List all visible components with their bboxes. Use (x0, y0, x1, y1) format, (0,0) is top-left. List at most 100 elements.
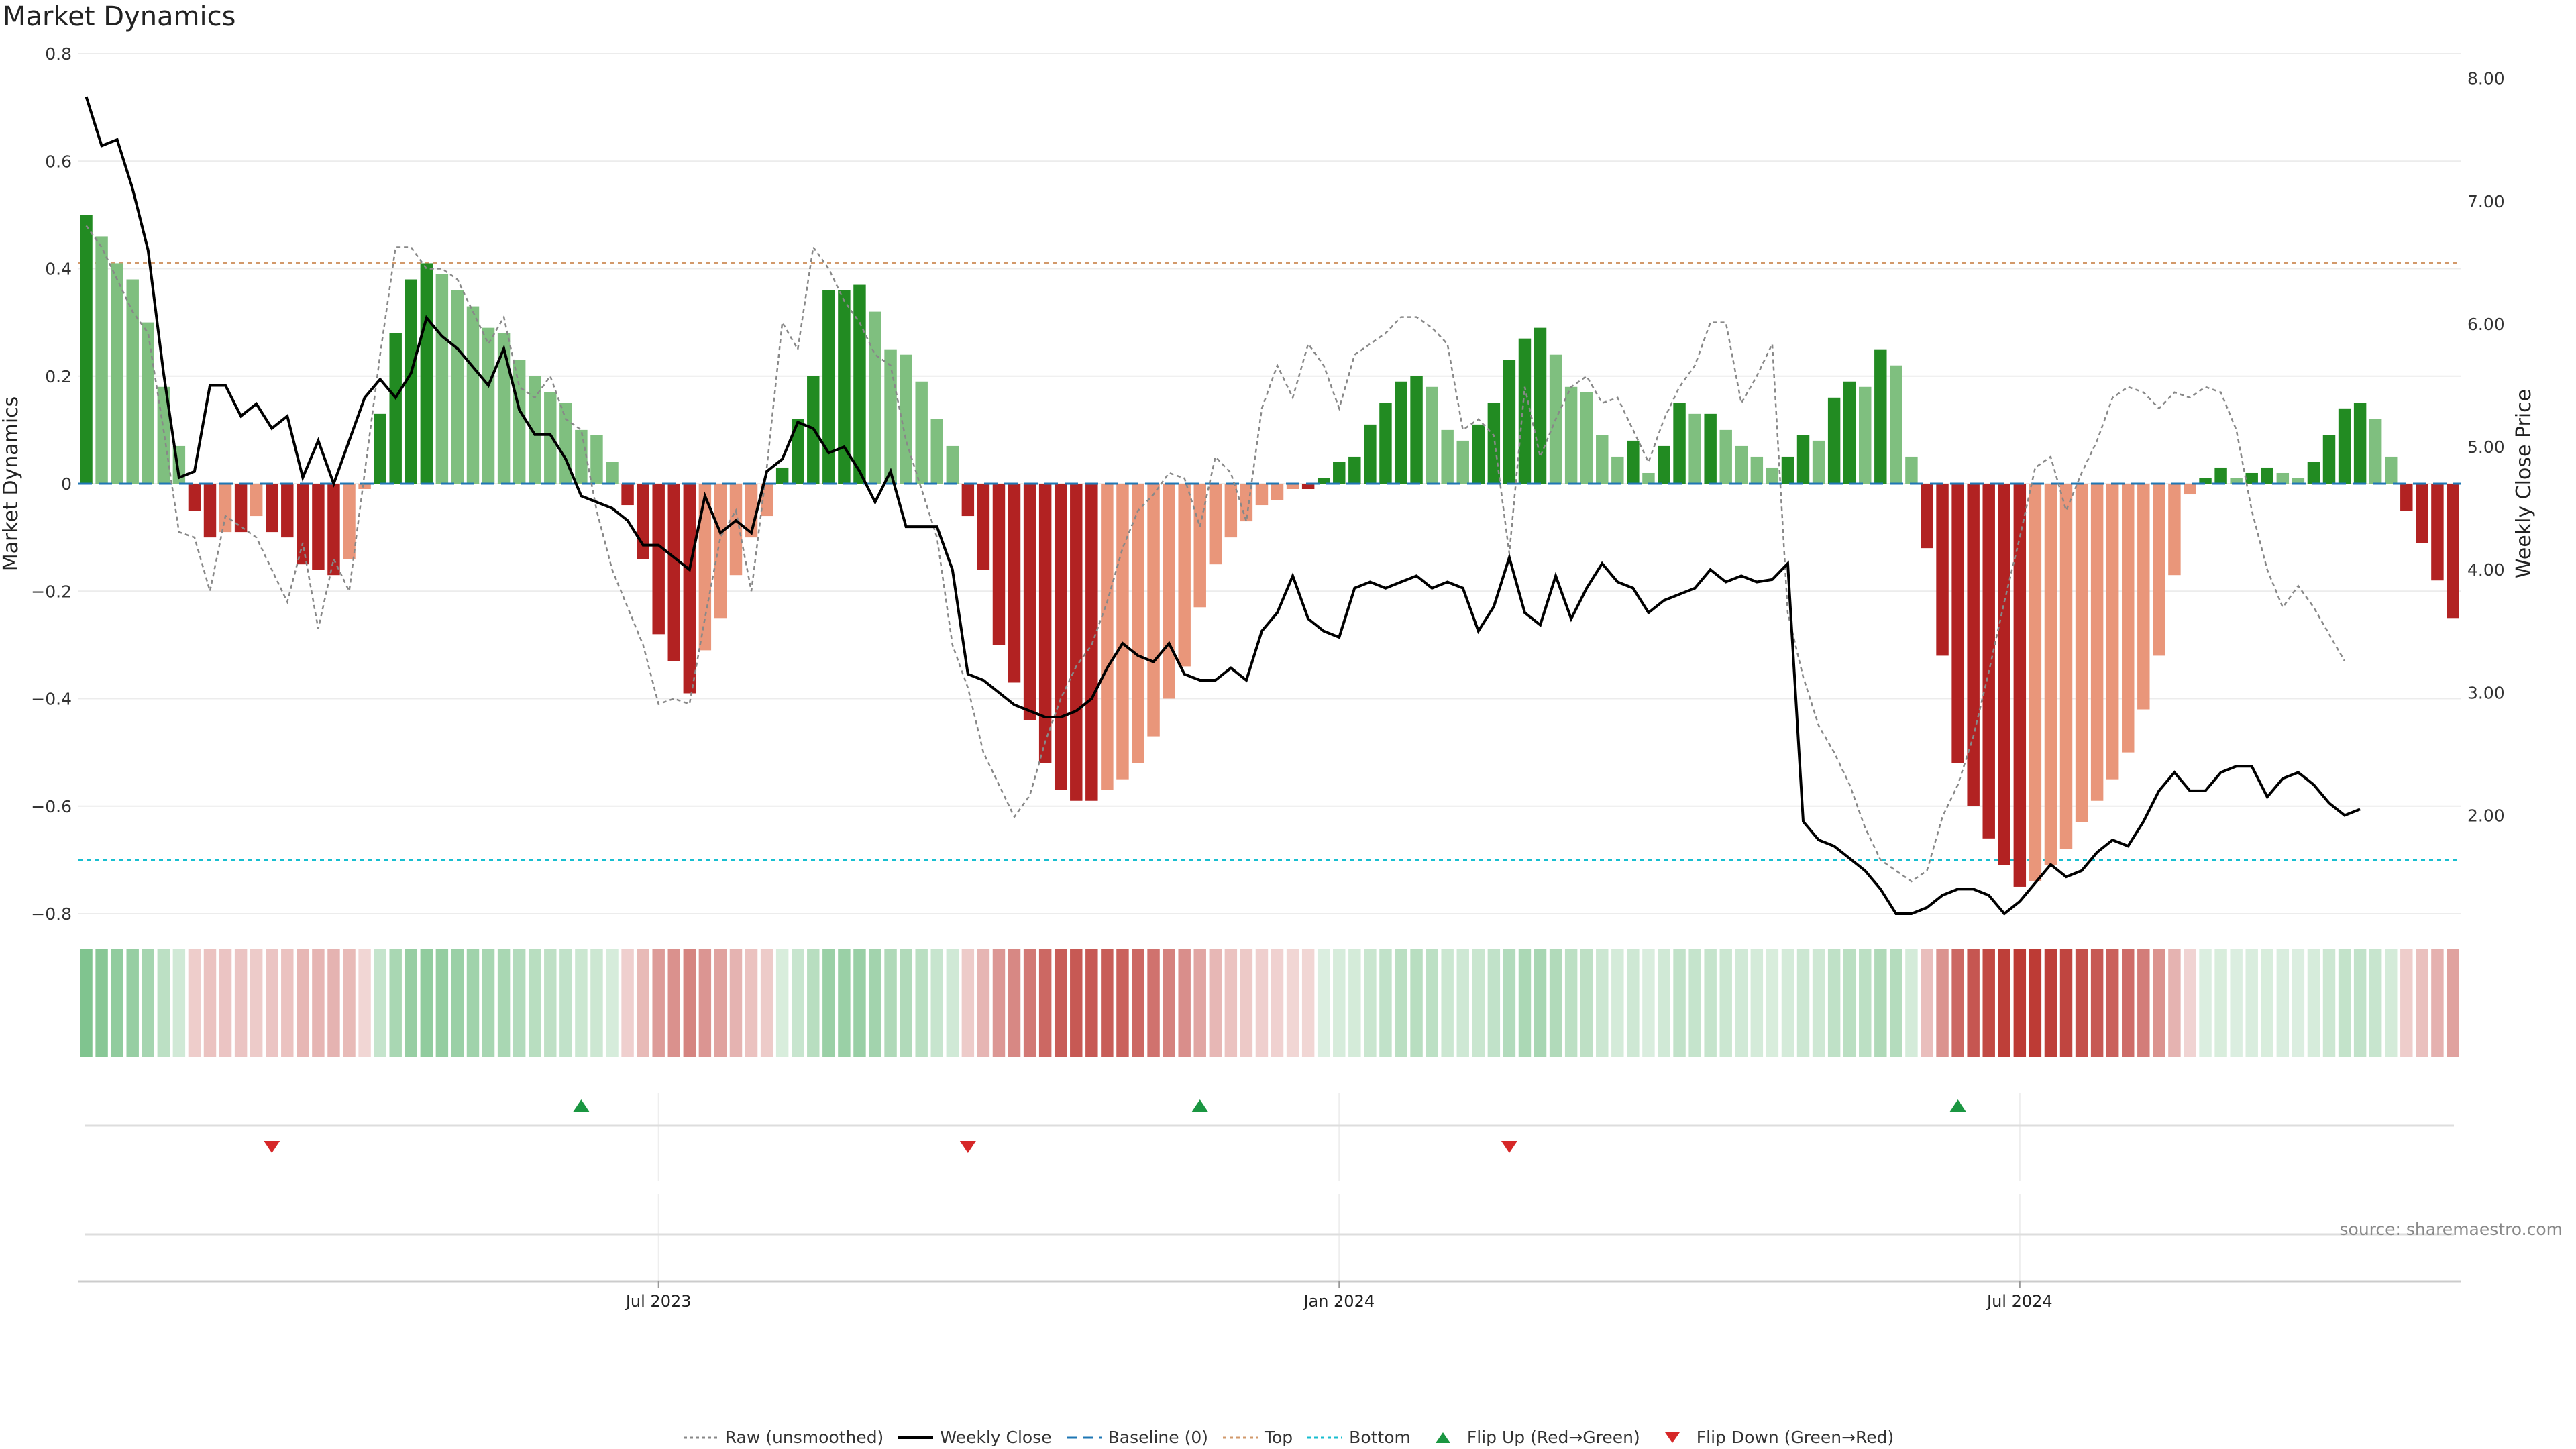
dynamics-bar (2245, 472, 2258, 484)
dynamics-bar (992, 484, 1006, 645)
legend-item: Top (1222, 1428, 1293, 1447)
heat-strip-cell (297, 949, 309, 1057)
dynamics-bar (946, 445, 959, 484)
heat-strip-cell (1611, 949, 1624, 1057)
heat-strip-cell (2322, 949, 2336, 1057)
dynamics-bar (451, 290, 464, 484)
dynamics-bar (1364, 424, 1377, 484)
dynamics-bar (900, 354, 912, 484)
heat-strip-cell (2013, 949, 2027, 1057)
heat-strip-cell (1348, 949, 1361, 1057)
heat-strip-cell (1070, 949, 1083, 1057)
dynamics-bar (405, 279, 417, 484)
heat-strip-cell (1395, 949, 1407, 1057)
dynamics-bar (1224, 484, 1238, 538)
heat-strip-cell (1410, 949, 1423, 1057)
legend-item: Raw (unsmoothed) (682, 1428, 883, 1447)
y-tick-label: 0.8 (45, 44, 72, 64)
dynamics-bar (930, 419, 943, 484)
dynamics-bar (234, 484, 248, 533)
heat-strip-cell (1255, 949, 1269, 1057)
heat-strip-cell (1333, 949, 1346, 1057)
dynamics-bar (2292, 478, 2305, 484)
dynamics-bar (435, 274, 449, 484)
flip-up-marker (573, 1099, 590, 1112)
dynamics-bar (1426, 386, 1438, 484)
dynamics-bar (1255, 484, 1269, 506)
dynamics-bar (2137, 484, 2150, 710)
dynamics-bar (1116, 484, 1129, 780)
flip-up-marker (1949, 1099, 1966, 1112)
y2-tick-label: 7.00 (2467, 192, 2505, 211)
heat-strip-cell (2153, 949, 2165, 1057)
heat-strip-cell (575, 949, 588, 1057)
heat-strip-cell (2400, 949, 2413, 1057)
heat-strip-cell (621, 949, 634, 1057)
dynamics-bar (1333, 462, 1346, 484)
heat-strip-cell (1890, 949, 1902, 1057)
heat-strip-cell (1193, 949, 1206, 1057)
heat-strip-cell (1982, 949, 1995, 1057)
dynamics-bar (1503, 360, 1516, 484)
flip-down-marker (1501, 1141, 1517, 1153)
dynamics-bar (760, 484, 773, 517)
dynamics-bar (1750, 456, 1764, 484)
dynamics-bar (2090, 484, 2104, 801)
dynamics-bar (1301, 484, 1315, 490)
heat-strip-cell (1503, 949, 1516, 1057)
heat-strip-cell (1766, 949, 1779, 1057)
heat-strip-cell (2307, 949, 2320, 1057)
heat-strip-cell (1596, 949, 1609, 1057)
heat-strip-cell (1426, 949, 1438, 1057)
heat-strip-cell (729, 949, 743, 1057)
heat-strip-cell (2090, 949, 2104, 1057)
dynamics-bar (775, 467, 789, 484)
legend-swatch (1664, 1432, 1680, 1443)
x-tick-label: Jul 2023 (625, 1292, 692, 1311)
heat-strip-cell (1379, 949, 1392, 1057)
dynamics-bar (281, 484, 294, 538)
heat-strip-cell (2137, 949, 2150, 1057)
dynamics-bar (1827, 397, 1841, 484)
heat-strip-cell (1658, 949, 1670, 1057)
dynamics-bar (1472, 424, 1485, 484)
heat-strip-cell (1580, 949, 1593, 1057)
heat-strip-cell (992, 949, 1006, 1057)
dynamics-bar (466, 306, 480, 484)
heat-strip-cell (745, 949, 758, 1057)
dynamics-bar (667, 484, 680, 661)
dynamics-bar (1611, 456, 1624, 484)
y2-tick-label: 2.00 (2467, 806, 2505, 825)
legend-swatch (1307, 1436, 1343, 1438)
dynamics-bar (2044, 484, 2057, 865)
y-tick-label: −0.4 (31, 690, 72, 709)
heat-strip-cell (838, 949, 851, 1057)
heat-strip-cell (606, 949, 619, 1057)
legend-item: Flip Down (Green→Red) (1654, 1428, 1894, 1447)
dynamics-bar (188, 484, 201, 511)
dynamics-bar (1456, 440, 1469, 484)
dynamics-bar (1812, 440, 1825, 484)
dynamics-bar (1859, 386, 1872, 484)
dynamics-bar (1441, 429, 1454, 484)
heat-strip-cell (1301, 949, 1315, 1057)
dynamics-bar (2400, 484, 2413, 511)
heat-strip-cell (1364, 949, 1377, 1057)
heat-strip-cell (1116, 949, 1129, 1057)
heat-strip-cell (791, 949, 804, 1057)
heat-strip-cell (405, 949, 417, 1057)
dynamics-bar (544, 392, 557, 484)
legend-swatch (683, 1436, 718, 1438)
legend-swatch (1066, 1436, 1102, 1438)
heat-strip-cell (1627, 949, 1640, 1057)
heat-strip-cell (142, 949, 154, 1057)
heat-strip-cell (1132, 949, 1144, 1057)
heat-strip-cell (1534, 949, 1547, 1057)
dynamics-bar (1967, 484, 1980, 806)
dynamics-bar (2416, 484, 2428, 543)
heat-strip-cell (1023, 949, 1036, 1057)
heat-strip-cell (1487, 949, 1501, 1057)
heat-strip-cell (358, 949, 371, 1057)
legend-label: Flip Down (Green→Red) (1696, 1428, 1894, 1447)
dynamics-bar (2059, 484, 2073, 849)
